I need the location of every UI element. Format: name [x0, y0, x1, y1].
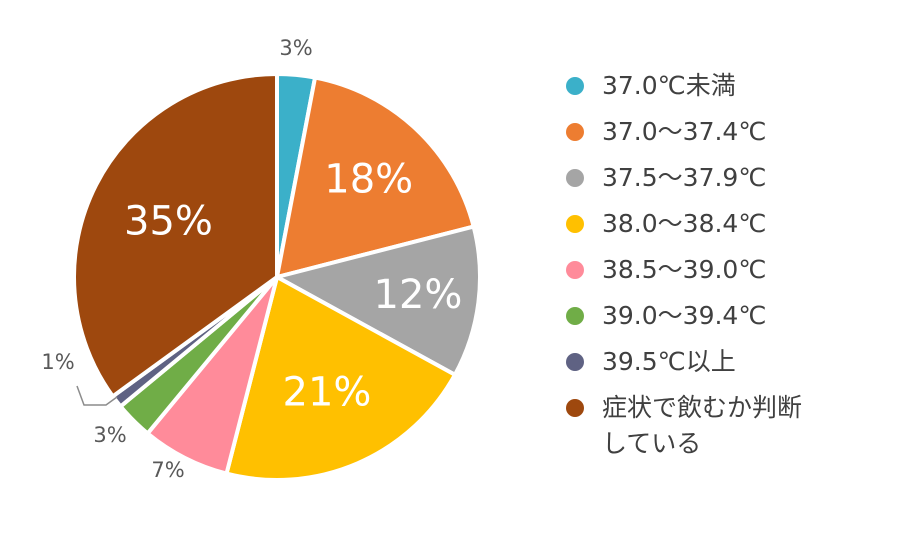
legend-label: 39.0〜39.4℃: [602, 301, 767, 330]
legend-label: 38.5〜39.0℃: [602, 255, 767, 284]
legend-item-2: 37.0〜37.4℃: [566, 114, 906, 150]
legend-marker: [566, 169, 584, 187]
legend-marker: [566, 215, 584, 233]
legend-marker: [566, 399, 584, 417]
pie-slice-4: [224, 275, 457, 482]
legend-marker: [566, 123, 584, 141]
legend-marker: [566, 261, 584, 279]
legend-item-7: 39.5℃以上: [566, 344, 906, 380]
legend-item-4: 38.0〜38.4℃: [566, 206, 906, 242]
legend-item-5: 38.5〜39.0℃: [566, 252, 906, 288]
data-label-5: 7%: [151, 458, 184, 482]
legend-marker: [566, 353, 584, 371]
legend-label: 37.0〜37.4℃: [602, 117, 767, 146]
pie-slice-8: [72, 72, 279, 399]
legend-label: 38.0〜38.4℃: [602, 209, 767, 238]
legend: 37.0℃未満 37.0〜37.4℃ 37.5〜37.9℃ 38.0〜38.4℃ 38.…: [566, 68, 906, 472]
pie-slice-3: [275, 224, 482, 377]
data-label-6: 3%: [93, 423, 126, 447]
data-label-1: 3%: [279, 36, 312, 60]
legend-marker: [566, 77, 584, 95]
legend-marker: [566, 307, 584, 325]
legend-item-8: 症状で飲むか判断 している: [566, 390, 906, 462]
legend-item-6: 39.0〜39.4℃: [566, 298, 906, 334]
pie-slice-2: [275, 75, 476, 279]
legend-item-1: 37.0℃未満: [566, 68, 906, 104]
data-label-8: 35%: [124, 199, 213, 245]
legend-label: 症状で飲むか判断 している: [602, 393, 803, 458]
legend-label: 39.5℃以上: [602, 347, 736, 376]
data-label-3: 12%: [374, 272, 463, 318]
legend-label: 37.5〜37.9℃: [602, 163, 767, 192]
data-label-7: 1%: [41, 350, 74, 374]
data-label-4: 21%: [283, 370, 372, 416]
legend-label: 37.0℃未満: [602, 71, 736, 100]
legend-item-3: 37.5〜37.9℃: [566, 160, 906, 196]
data-label-2: 18%: [324, 156, 413, 202]
leader-line: [76, 385, 118, 406]
